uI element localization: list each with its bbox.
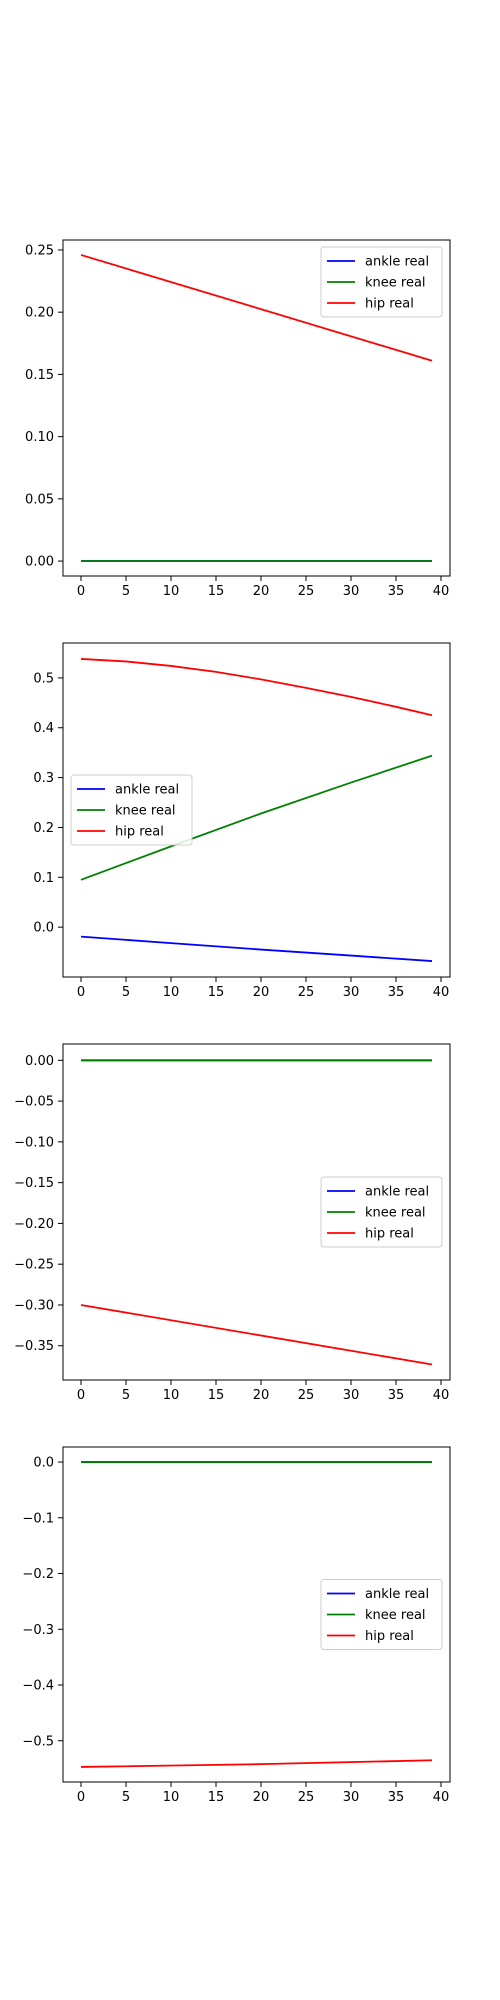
legend: ankle real knee real hip real — [320, 1579, 443, 1650]
y-tick-label: −0.1 — [22, 1511, 54, 1526]
x-tick-label: 40 — [433, 1388, 450, 1403]
x-tick-label: 5 — [122, 985, 130, 1000]
legend-label: ankle real — [115, 783, 179, 798]
legend-label: hip real — [365, 1629, 414, 1644]
axes-frame — [62, 1043, 451, 1381]
x-tick-label: 40 — [433, 1790, 450, 1805]
x-tick-label: 5 — [122, 584, 130, 599]
y-tick-label: −0.15 — [14, 1176, 54, 1191]
axes-frame — [62, 642, 451, 978]
legend-label: knee real — [365, 1608, 426, 1623]
y-tick-label: −0.4 — [22, 1679, 54, 1694]
x-tick-label: 30 — [343, 584, 360, 599]
y-tick-label: 0.00 — [25, 555, 54, 570]
x-tick-label: 35 — [388, 985, 405, 1000]
legend-label: knee real — [365, 1206, 426, 1221]
chart-panel-1: 0 5 10 15 20 25 30 35 40 0.00 0.05 0.10 0.15 0.20 0.25… — [25, 239, 451, 599]
x-tick-label: 10 — [163, 1790, 180, 1805]
x-tick-label: 25 — [298, 1790, 315, 1805]
legend: ankle real knee real hip real — [70, 774, 193, 846]
x-tick-label: 15 — [208, 1790, 225, 1805]
x-tick-label: 40 — [433, 985, 450, 1000]
x-tick-label: 35 — [388, 1790, 405, 1805]
series-line-knee-real — [80, 754, 433, 881]
legend-label: hip real — [115, 825, 164, 840]
x-tick-label: 20 — [253, 1790, 270, 1805]
legend-label: ankle real — [365, 1587, 429, 1602]
y-tick-label: −0.35 — [14, 1339, 54, 1354]
legend-label: knee real — [365, 276, 426, 291]
chart-panel-3: 0 5 10 15 20 25 30 35 40 0.00 −0.05 −0.10 −0.15 −0.20… — [14, 1043, 451, 1403]
legend-label: hip real — [365, 1227, 414, 1242]
legend: ankle real knee real hip real — [320, 246, 443, 318]
y-tick-label: −0.05 — [14, 1095, 54, 1110]
x-tick-label: 0 — [77, 1388, 85, 1403]
legend: ankle real knee real hip real — [320, 1176, 443, 1248]
axes-frame — [62, 1446, 451, 1783]
chart-panel-2: 0 5 10 15 20 25 30 35 40 0.0 0.1 0.2 0.3 0.4 0.5 ankle … — [33, 642, 451, 1000]
y-tick-label: −0.30 — [14, 1298, 54, 1313]
legend-label: ankle real — [365, 255, 429, 270]
axes-frame — [62, 239, 451, 577]
series-line-ankle-real — [80, 935, 433, 962]
x-tick-label: 20 — [253, 584, 270, 599]
legend-box — [320, 246, 443, 318]
y-tick-label: 0.05 — [25, 492, 54, 507]
y-tick-label: −0.5 — [22, 1734, 54, 1749]
legend-box — [320, 1579, 443, 1650]
y-tick-label: 0.3 — [33, 771, 54, 786]
x-tick-label: 35 — [388, 1388, 405, 1403]
y-tick-label: −0.25 — [14, 1258, 54, 1273]
series-line-hip-real — [80, 1304, 433, 1366]
chart-panel-4: 0 5 10 15 20 25 30 35 40 0.0 −0.1 −0.2 −0.3 −0.4 −0.5 a… — [22, 1446, 451, 1805]
x-tick-label: 30 — [343, 1790, 360, 1805]
y-tick-label: −0.2 — [22, 1567, 54, 1582]
x-tick-label: 15 — [208, 584, 225, 599]
x-tick-label: 0 — [77, 985, 85, 1000]
x-tick-label: 15 — [208, 1388, 225, 1403]
y-tick-label: 0.20 — [25, 306, 54, 321]
y-tick-label: 0.0 — [33, 1456, 54, 1471]
y-tick-label: 0.25 — [25, 243, 54, 258]
x-tick-label: 10 — [163, 985, 180, 1000]
y-tick-label: 0.0 — [33, 921, 54, 936]
y-tick-label: 0.00 — [25, 1054, 54, 1069]
y-tick-label: 0.1 — [33, 871, 54, 886]
x-tick-label: 0 — [77, 1790, 85, 1805]
x-tick-label: 20 — [253, 985, 270, 1000]
x-tick-label: 25 — [298, 985, 315, 1000]
x-tick-label: 30 — [343, 985, 360, 1000]
x-tick-label: 30 — [343, 1388, 360, 1403]
y-tick-label: −0.10 — [14, 1135, 54, 1150]
legend-box — [70, 774, 193, 846]
series-line-hip-real — [80, 658, 433, 717]
series-line-hip-real — [80, 1759, 433, 1768]
x-tick-label: 10 — [163, 584, 180, 599]
x-tick-label: 25 — [298, 584, 315, 599]
y-tick-label: −0.20 — [14, 1217, 54, 1232]
x-tick-label: 0 — [77, 584, 85, 599]
legend-label: hip real — [365, 297, 414, 312]
x-tick-label: 35 — [388, 584, 405, 599]
x-tick-label: 15 — [208, 985, 225, 1000]
x-tick-label: 20 — [253, 1388, 270, 1403]
y-tick-label: 0.5 — [33, 671, 54, 686]
x-tick-label: 40 — [433, 584, 450, 599]
x-tick-label: 10 — [163, 1388, 180, 1403]
legend-box — [320, 1176, 443, 1248]
series-line-hip-real — [80, 254, 433, 362]
y-tick-label: 0.2 — [33, 821, 54, 836]
y-tick-label: −0.3 — [22, 1623, 54, 1638]
y-tick-label: 0.4 — [33, 721, 54, 736]
x-tick-label: 5 — [122, 1790, 130, 1805]
legend-label: knee real — [115, 804, 176, 819]
x-tick-label: 25 — [298, 1388, 315, 1403]
x-tick-label: 5 — [122, 1388, 130, 1403]
y-tick-label: 0.15 — [25, 368, 54, 383]
legend-label: ankle real — [365, 1185, 429, 1200]
y-tick-label: 0.10 — [25, 430, 54, 445]
